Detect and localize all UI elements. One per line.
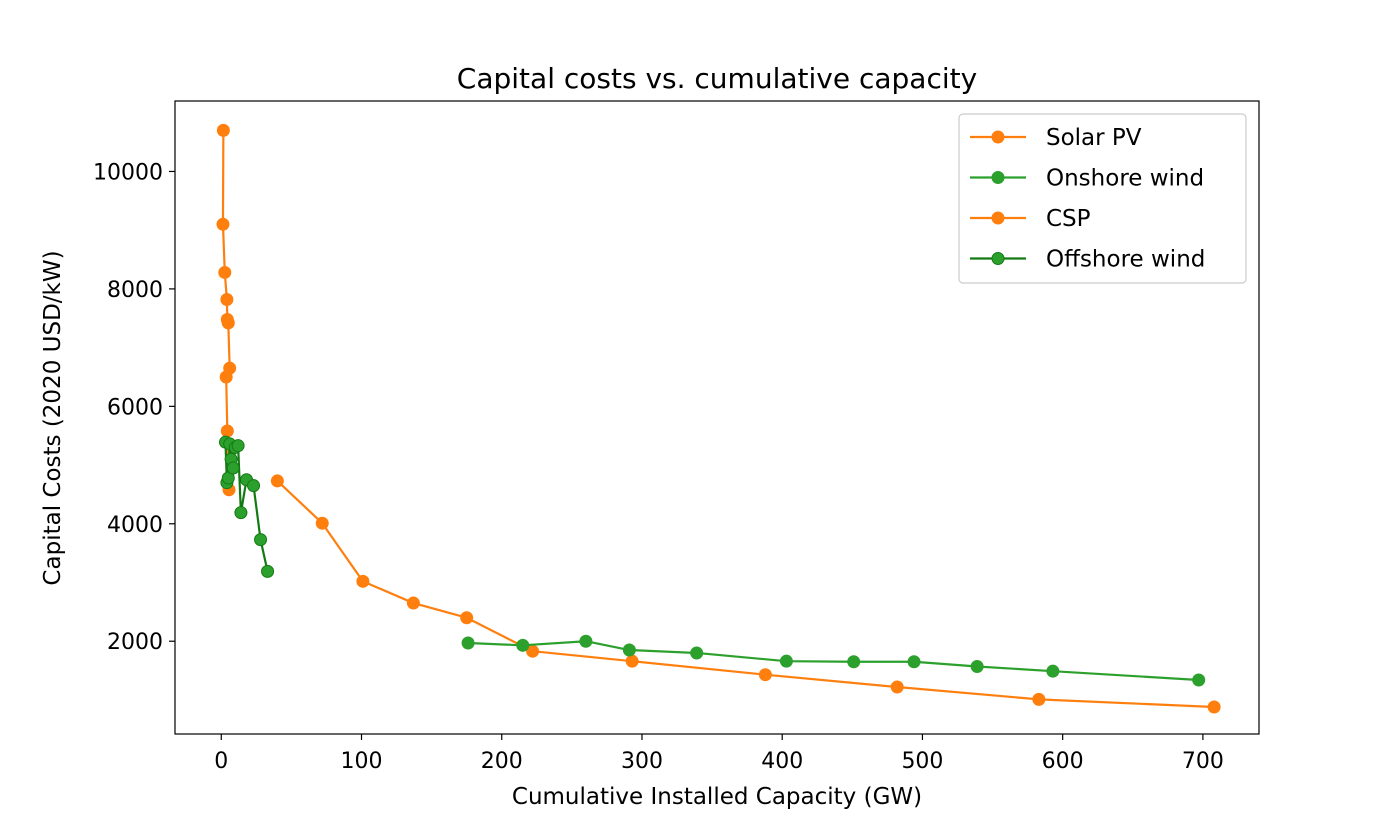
data-point-onshore-wind <box>690 646 704 660</box>
legend-label: CSP <box>1046 206 1091 232</box>
data-point-offshore-wind <box>254 533 268 547</box>
data-point-offshore-wind <box>231 439 245 453</box>
y-tick-label: 4000 <box>107 513 163 538</box>
data-point-onshore-wind <box>1192 673 1206 687</box>
data-point-csp <box>219 370 233 384</box>
legend-label: Offshore wind <box>1046 247 1205 273</box>
data-point-solar-pv <box>315 516 329 530</box>
legend-swatch-marker <box>991 171 1005 184</box>
data-point-onshore-wind <box>970 659 984 673</box>
data-point-solar-pv <box>460 611 474 625</box>
data-point-solar-pv <box>625 654 639 668</box>
data-point-offshore-wind <box>247 479 261 493</box>
y-tick-label: 10000 <box>93 160 163 185</box>
data-point-onshore-wind <box>779 654 793 668</box>
data-point-solar-pv <box>1032 692 1046 706</box>
legend-label: Onshore wind <box>1046 166 1204 192</box>
y-tick-label: 2000 <box>107 630 163 655</box>
data-point-onshore-wind <box>907 655 921 669</box>
x-tick-label: 400 <box>761 749 803 774</box>
series-csp <box>216 123 237 497</box>
data-point-onshore-wind <box>1046 664 1060 678</box>
data-point-solar-pv <box>356 574 370 588</box>
data-point-csp <box>218 265 232 279</box>
data-point-solar-pv <box>890 680 904 694</box>
legend-swatch-marker <box>991 252 1005 265</box>
data-point-csp <box>220 292 234 306</box>
legend-label: Solar PV <box>1046 125 1142 151</box>
data-point-solar-pv <box>758 668 772 682</box>
legend: Solar PV Onshore wind CSP Offshore wind <box>958 113 1247 284</box>
data-point-solar-pv <box>270 474 284 488</box>
data-point-solar-pv <box>406 596 420 610</box>
y-tick-label: 8000 <box>107 278 163 303</box>
chart-title: Capital costs vs. cumulative capacity <box>457 62 977 95</box>
legend-swatch-marker <box>991 211 1005 225</box>
data-point-csp <box>216 217 230 231</box>
data-point-csp <box>220 424 234 438</box>
x-axis-label: Cumulative Installed Capacity (GW) <box>512 784 922 810</box>
x-tick-label: 300 <box>621 749 663 774</box>
data-point-onshore-wind <box>461 636 475 650</box>
x-tick-label: 700 <box>1182 749 1224 774</box>
data-point-csp <box>221 316 235 330</box>
x-tick-label: 600 <box>1042 749 1084 774</box>
y-tick-label: 6000 <box>107 395 163 420</box>
x-tick-label: 0 <box>214 749 228 774</box>
legend-item-solar-pv: Solar PV <box>970 125 1142 151</box>
data-point-offshore-wind <box>234 506 248 520</box>
legend-item-onshore-wind: Onshore wind <box>970 166 1204 192</box>
data-point-csp <box>216 123 230 137</box>
series-layer <box>216 123 1221 714</box>
data-point-onshore-wind <box>847 655 861 669</box>
x-tick-label: 100 <box>341 749 383 774</box>
data-point-offshore-wind <box>226 461 240 475</box>
y-axis: 2000 4000 6000 8000 10000 <box>93 160 175 655</box>
series-offshore-wind <box>218 435 275 578</box>
data-point-onshore-wind <box>579 634 593 648</box>
x-tick-label: 200 <box>481 749 523 774</box>
series-onshore-wind <box>461 634 1206 687</box>
y-axis-label: Capital Costs (2020 USD/kW) <box>40 250 66 585</box>
x-axis: 0 100 200 300 400 500 600 700 <box>214 734 1224 774</box>
legend-item-offshore-wind: Offshore wind <box>970 247 1205 273</box>
data-point-solar-pv <box>1207 700 1221 714</box>
data-point-onshore-wind <box>516 638 530 652</box>
x-tick-label: 500 <box>901 749 943 774</box>
data-point-offshore-wind <box>261 564 275 578</box>
legend-box <box>958 113 1247 284</box>
data-point-onshore-wind <box>622 643 636 657</box>
legend-item-csp: CSP <box>970 206 1091 232</box>
legend-swatch-marker <box>991 130 1005 144</box>
